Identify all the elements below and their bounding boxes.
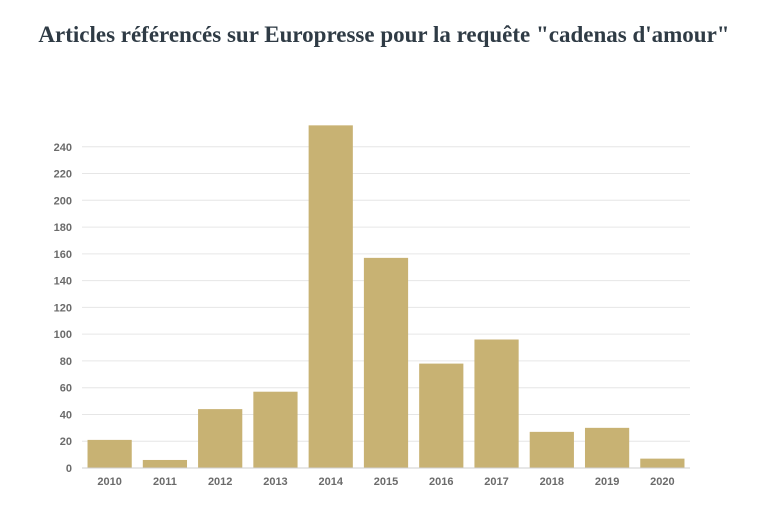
y-tick-label: 160	[54, 249, 72, 261]
x-tick-label: 2018	[540, 476, 564, 488]
x-tick-label: 2020	[650, 476, 674, 488]
bar-2012	[198, 409, 243, 468]
y-tick-label: 80	[60, 356, 72, 368]
x-tick-label: 2011	[153, 476, 177, 488]
bar-2014	[308, 125, 353, 468]
y-tick-label: 120	[54, 302, 72, 314]
x-tick-label: 2014	[318, 476, 343, 488]
y-tick-label: 220	[54, 169, 72, 181]
y-tick-label: 140	[54, 276, 72, 288]
x-tick-label: 2019	[595, 476, 619, 488]
x-axis-ticks: 2010 2011 2012 2013 2014 2015 2016 2017 2018 2019…	[97, 476, 674, 488]
x-tick-label: 2013	[263, 476, 287, 488]
y-tick-label: 180	[54, 222, 72, 234]
bar-2017	[474, 339, 519, 468]
bar-2020	[640, 458, 685, 468]
chart-title: Articles référencés sur Europresse pour …	[38, 22, 730, 47]
y-axis-ticks: 0 20 40 60 80 100 120 140 160 180 200 220 240	[54, 142, 72, 475]
bars	[87, 125, 685, 468]
x-tick-label: 2016	[429, 476, 453, 488]
bar-2010	[87, 439, 132, 468]
y-tick-label: 20	[60, 436, 72, 448]
y-tick-label: 0	[66, 463, 72, 475]
y-tick-label: 240	[54, 142, 72, 154]
x-tick-label: 2015	[374, 476, 398, 488]
y-tick-label: 200	[54, 195, 72, 207]
y-tick-label: 40	[60, 409, 72, 421]
x-tick-label: 2017	[484, 476, 508, 488]
bar-2011	[142, 459, 188, 468]
y-tick-label: 100	[54, 329, 72, 341]
bar-2015	[363, 257, 409, 468]
bar-2013	[253, 391, 298, 468]
bar-2016	[419, 363, 464, 468]
bar-2019	[584, 427, 630, 468]
x-tick-label: 2012	[208, 476, 232, 488]
y-tick-label: 60	[60, 383, 72, 395]
bar-2018	[529, 431, 574, 468]
x-tick-label: 2010	[97, 476, 121, 488]
